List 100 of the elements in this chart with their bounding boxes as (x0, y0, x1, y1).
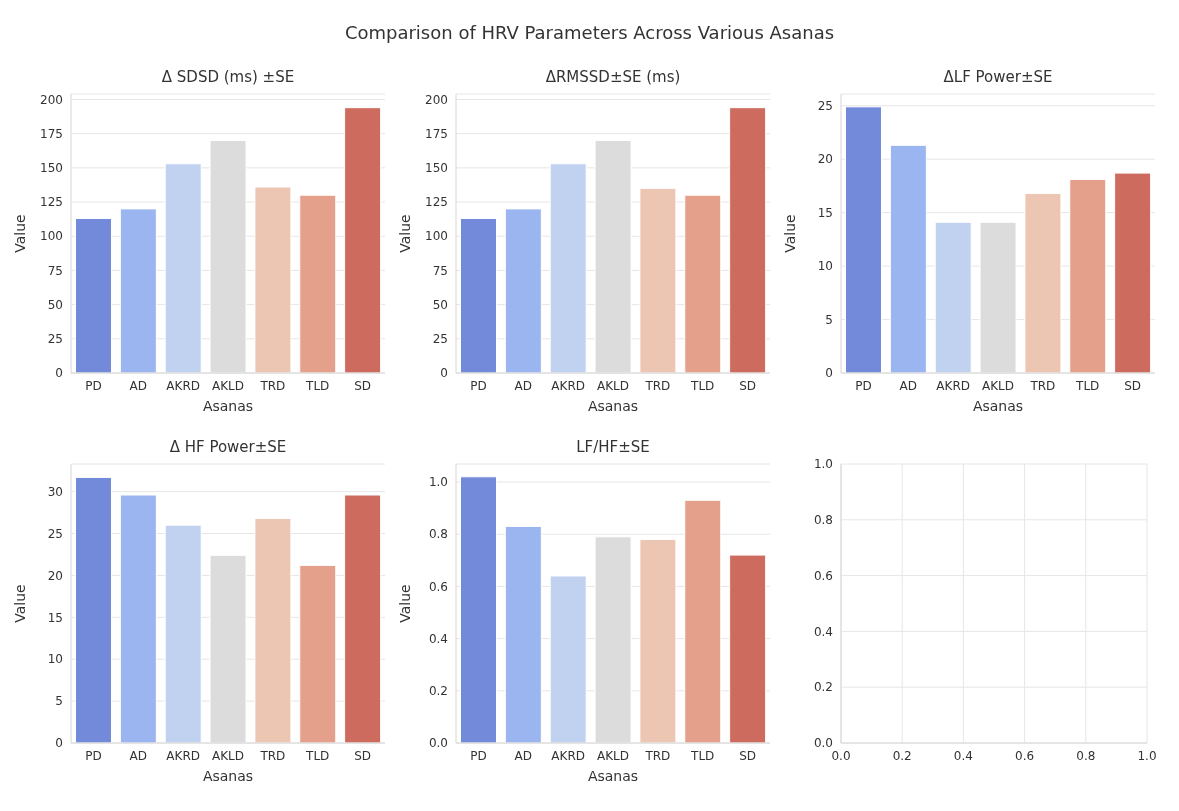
x-tick-label: AD (514, 378, 533, 393)
x-tick-label: TRD (1029, 378, 1056, 393)
y-axis-title: Value (396, 584, 413, 623)
bar (729, 554, 767, 743)
y-tick-label: 200 (40, 92, 63, 107)
y-tick-label: 0 (55, 366, 63, 381)
y-tick-label: 0 (440, 366, 448, 381)
y-axis-title: Value (11, 214, 28, 253)
bar (254, 517, 292, 743)
y-tick-label: 10 (47, 652, 63, 667)
y-tick-label: 20 (817, 152, 833, 167)
bar (844, 106, 882, 373)
y-axis-title: Value (781, 214, 798, 253)
chart-title: LF/HF±SE (576, 438, 650, 456)
x-tick-label: PD (855, 378, 872, 393)
x-tick-label: AKLD (211, 748, 245, 763)
bar (684, 194, 722, 373)
x-tick-label: AKLD (981, 378, 1015, 393)
bar (74, 476, 112, 743)
y-tick-label: 0.8 (813, 513, 833, 528)
bar (1114, 172, 1152, 373)
y-tick-label: 75 (432, 263, 448, 278)
y-tick-label: 0.8 (428, 527, 448, 542)
y-tick-label: 25 (47, 526, 63, 541)
bar (119, 208, 157, 373)
bar (254, 186, 292, 373)
text: Comparison of HRV Parameters Across Various Asanas (344, 21, 835, 43)
x-tick-label: AKRD (166, 748, 200, 763)
y-tick-label: 25 (817, 99, 833, 114)
bar (504, 525, 542, 743)
x-tick-label: 1.0 (1137, 748, 1157, 763)
bar (639, 538, 677, 743)
y-tick-label: 20 (47, 568, 63, 583)
x-tick-label: AKRD (551, 748, 585, 763)
x-axis-title: Asanas (972, 398, 1024, 414)
y-tick-label: 50 (47, 297, 63, 312)
chart-title: ΔRMSSD±SE (ms) (545, 68, 681, 86)
y-tick-label: 75 (47, 263, 63, 278)
y-tick-label: 1.0 (813, 457, 833, 472)
x-tick-label: 0.6 (1015, 748, 1035, 763)
bar (299, 194, 337, 373)
x-tick-label: AD (899, 378, 918, 393)
y-axis-title: Value (11, 584, 28, 623)
x-tick-label: 0.4 (953, 748, 973, 763)
bar (934, 221, 972, 373)
y-tick-label: 30 (47, 484, 63, 499)
y-tick-label: 0.4 (428, 631, 448, 646)
x-tick-label: TRD (259, 748, 286, 763)
y-tick-label: 25 (432, 332, 448, 347)
x-tick-label: AKLD (596, 748, 630, 763)
y-tick-label: 200 (425, 92, 448, 107)
y-tick-label: 150 (40, 161, 63, 176)
bar (74, 217, 112, 373)
y-tick-label: 0.0 (428, 736, 448, 751)
y-tick-label: 0 (825, 366, 833, 381)
x-tick-label: SD (1124, 378, 1141, 393)
y-tick-label: 100 (40, 229, 63, 244)
bar (1024, 192, 1062, 373)
bar (164, 524, 202, 743)
y-tick-label: 15 (47, 610, 63, 625)
bar (549, 575, 587, 743)
y-tick-label: 175 (40, 126, 63, 141)
y-tick-label: 5 (55, 694, 63, 709)
chart-title: Δ SDSD (ms) ±SE (161, 68, 295, 86)
bar (729, 107, 767, 373)
y-tick-label: 50 (432, 297, 448, 312)
chart-title: ΔLF Power±SE (943, 68, 1053, 86)
x-tick-label: SD (739, 378, 756, 393)
x-tick-label: PD (470, 748, 487, 763)
x-axis-title: Asanas (202, 398, 254, 414)
x-tick-label: AKLD (211, 378, 245, 393)
x-tick-label: SD (739, 748, 756, 763)
bar (1069, 179, 1107, 373)
x-tick-label: PD (85, 378, 102, 393)
y-tick-label: 100 (425, 229, 448, 244)
x-tick-label: AD (129, 748, 148, 763)
x-tick-label: TRD (259, 378, 286, 393)
bar (299, 564, 337, 743)
bar (639, 187, 677, 373)
x-tick-label: AKRD (551, 378, 585, 393)
bar (119, 494, 157, 743)
x-tick-label: TLD (305, 748, 330, 763)
y-tick-label: 15 (817, 205, 833, 220)
bar (459, 476, 497, 743)
x-axis-title: Asanas (587, 768, 639, 784)
y-tick-label: 10 (817, 259, 833, 274)
x-tick-label: TLD (690, 748, 715, 763)
x-tick-label: TRD (644, 748, 671, 763)
y-tick-label: 125 (40, 195, 63, 210)
y-tick-label: 25 (47, 332, 63, 347)
x-tick-label: AD (129, 378, 148, 393)
y-axis-title: Value (396, 214, 413, 253)
chart-title: Δ HF Power±SE (169, 438, 287, 456)
y-tick-label: 0.4 (813, 624, 833, 639)
bar (889, 144, 927, 373)
y-tick-label: 0 (55, 736, 63, 751)
bar (684, 499, 722, 743)
x-tick-label: AKLD (596, 378, 630, 393)
x-tick-label: TRD (644, 378, 671, 393)
x-tick-label: TLD (1075, 378, 1100, 393)
